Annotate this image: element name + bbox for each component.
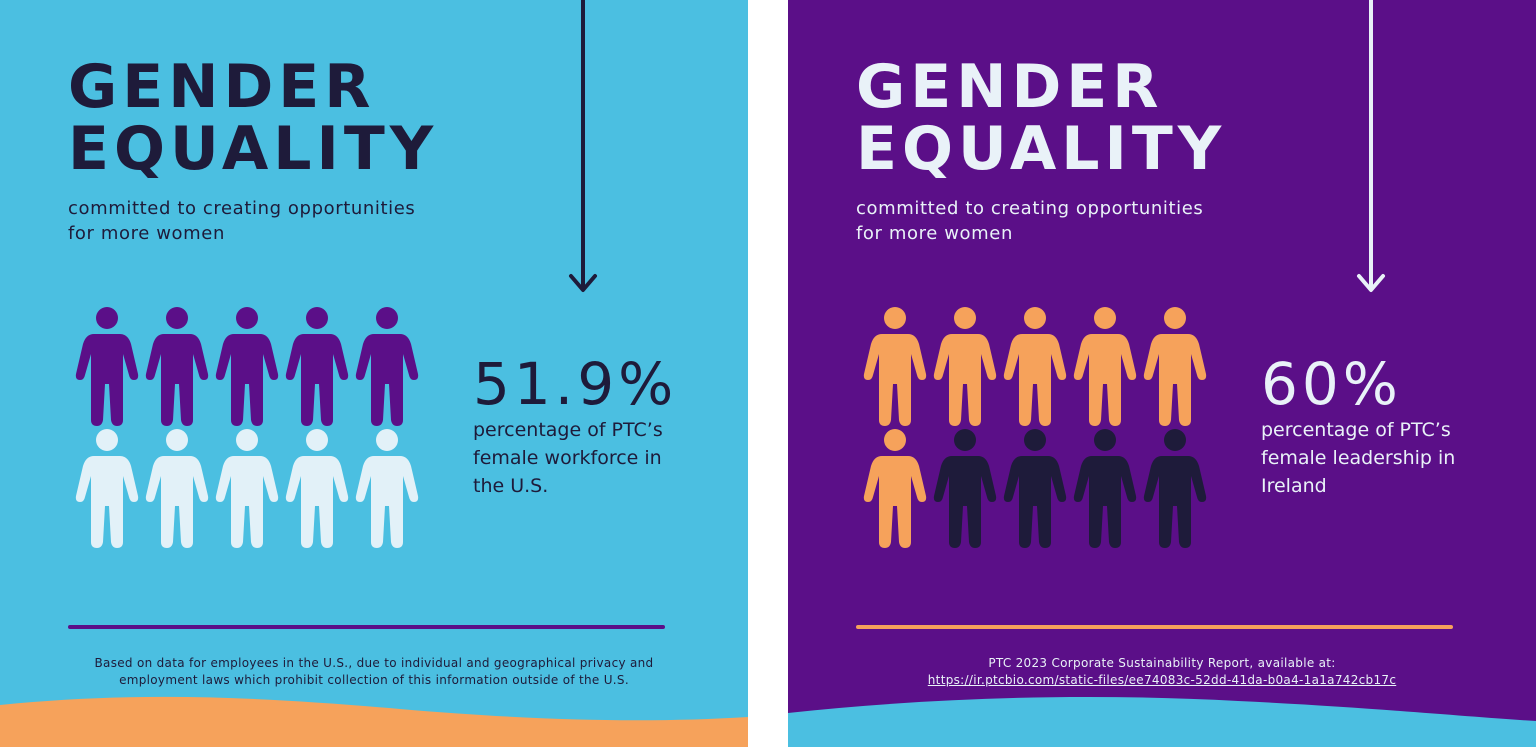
title-line: GENDER	[856, 52, 1164, 122]
stat-desc-line: Ireland	[1261, 475, 1327, 497]
card-subtitle: committed to creating opportunities for …	[68, 196, 488, 246]
person-figure-highlighted	[1002, 304, 1068, 426]
person-figure-highlighted	[74, 304, 140, 426]
bottom-wave	[788, 697, 1536, 747]
stat-desc-line: female leadership in	[1261, 447, 1456, 469]
title-line: GENDER	[68, 52, 376, 122]
down-arrow-icon	[1357, 0, 1385, 292]
person-figure-highlighted	[214, 304, 280, 426]
left-infographic-card: GENDER EQUALITY committed to creating op…	[0, 0, 748, 747]
footnote-line: PTC 2023 Corporate Sustainability Report…	[988, 656, 1336, 670]
subtitle-line: for more women	[856, 223, 1013, 244]
person-figure	[1072, 426, 1138, 548]
subtitle-line: for more women	[68, 223, 225, 244]
person-figure-highlighted	[932, 304, 998, 426]
stat-description: percentage of PTC’s female leadership in…	[1261, 416, 1501, 500]
right-infographic-card: GENDER EQUALITY committed to creating op…	[788, 0, 1536, 747]
person-figure-highlighted	[862, 304, 928, 426]
stat-desc-line: percentage of PTC’s	[473, 419, 663, 441]
card-title: GENDER EQUALITY	[856, 56, 1226, 180]
footnote: Based on data for employees in the U.S.,…	[40, 655, 708, 689]
people-figure-grid	[74, 304, 424, 554]
person-figure	[74, 426, 140, 548]
stat-description: percentage of PTC’s female workforce in …	[473, 416, 713, 500]
subtitle-line: committed to creating opportunities	[856, 198, 1204, 219]
person-figure	[214, 426, 280, 548]
divider	[856, 625, 1453, 629]
person-figure-highlighted	[354, 304, 420, 426]
stat-desc-line: percentage of PTC’s	[1261, 419, 1451, 441]
person-figure	[354, 426, 420, 548]
footnote-line: Based on data for employees in the U.S.,…	[94, 656, 654, 670]
footnote-line: employment laws which prohibit collectio…	[119, 673, 629, 687]
people-figure-grid	[862, 304, 1212, 554]
person-figure-highlighted	[284, 304, 350, 426]
person-figure	[1142, 426, 1208, 548]
bottom-wave	[0, 696, 748, 747]
footnote: PTC 2023 Corporate Sustainability Report…	[828, 655, 1496, 689]
subtitle-line: committed to creating opportunities	[68, 198, 416, 219]
title-line: EQUALITY	[68, 114, 439, 184]
person-figure-highlighted	[1142, 304, 1208, 426]
person-figure	[1002, 426, 1068, 548]
divider	[68, 625, 665, 629]
stat-desc-line: the U.S.	[473, 475, 549, 497]
stat-value: 60%	[1261, 350, 1402, 418]
card-title: GENDER EQUALITY	[68, 56, 438, 180]
person-figure-highlighted	[144, 304, 210, 426]
person-figure-highlighted	[862, 426, 928, 548]
stat-value: 51.9%	[473, 350, 678, 418]
card-subtitle: committed to creating opportunities for …	[856, 196, 1276, 246]
report-link[interactable]: https://ir.ptcbio.com/static-files/ee740…	[927, 673, 1397, 687]
title-line: EQUALITY	[856, 114, 1227, 184]
person-figure	[932, 426, 998, 548]
person-figure	[144, 426, 210, 548]
down-arrow-icon	[569, 0, 597, 292]
person-figure	[284, 426, 350, 548]
stat-desc-line: female workforce in	[473, 447, 662, 469]
person-figure-highlighted	[1072, 304, 1138, 426]
